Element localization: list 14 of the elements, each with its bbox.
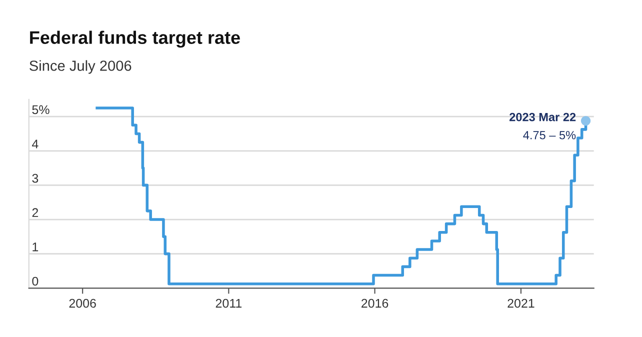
x-tick-label: 2011 bbox=[216, 298, 242, 308]
y-tick-label: 4 bbox=[32, 140, 38, 148]
annotation: 4.75 – 5% bbox=[523, 131, 576, 140]
chart-title: Federal funds target rate bbox=[30, 30, 240, 48]
x-tick-label: 2021 bbox=[508, 298, 534, 308]
y-tick-label: 5% bbox=[32, 105, 50, 114]
chart-subtitle: Since July 2006 bbox=[30, 60, 132, 74]
y-tick-label: 0 bbox=[32, 276, 38, 286]
annotation: 2023 Mar 22 bbox=[510, 112, 576, 122]
x-tick-label: 2006 bbox=[69, 298, 96, 308]
y-tick-label: 1 bbox=[32, 242, 38, 252]
y-tick-label: 3 bbox=[32, 174, 38, 183]
y-tick-label: 2 bbox=[32, 208, 38, 217]
x-tick-label: 2016 bbox=[362, 298, 388, 308]
